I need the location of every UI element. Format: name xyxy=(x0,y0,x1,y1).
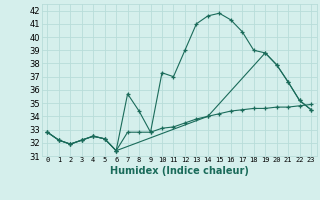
X-axis label: Humidex (Indice chaleur): Humidex (Indice chaleur) xyxy=(110,166,249,176)
